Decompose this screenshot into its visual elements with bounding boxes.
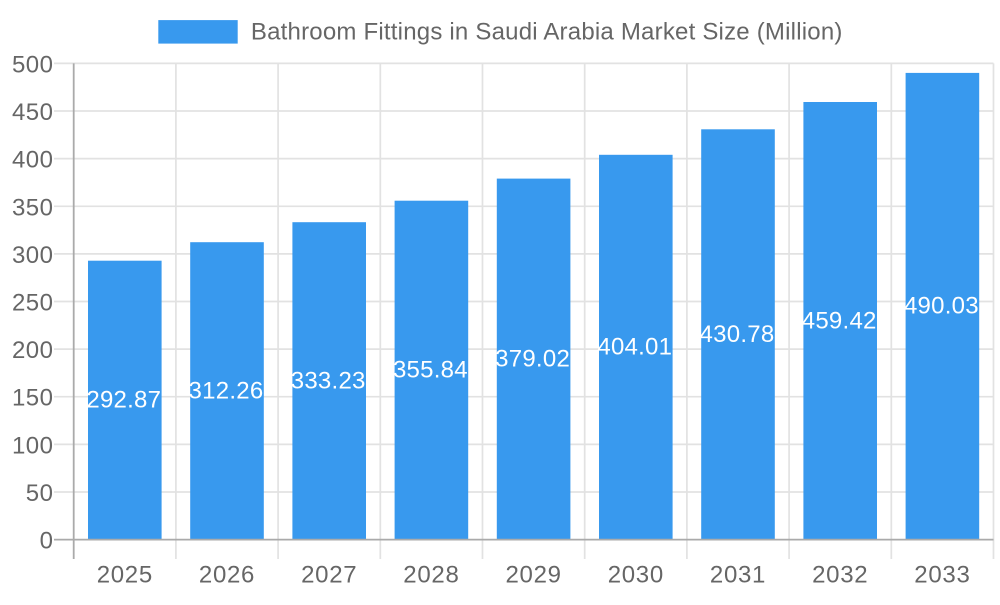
svg-text:150: 150	[12, 385, 54, 412]
svg-text:312.26: 312.26	[189, 377, 264, 404]
svg-text:450: 450	[12, 99, 54, 126]
svg-text:50: 50	[26, 480, 54, 507]
svg-text:459.42: 459.42	[802, 307, 877, 334]
svg-text:404.01: 404.01	[597, 334, 672, 361]
svg-text:2026: 2026	[199, 561, 255, 588]
svg-text:2032: 2032	[812, 561, 868, 588]
svg-text:2028: 2028	[403, 561, 459, 588]
svg-text:200: 200	[12, 337, 54, 364]
svg-text:379.02: 379.02	[495, 346, 570, 373]
svg-text:2030: 2030	[608, 561, 664, 588]
svg-text:0: 0	[40, 528, 54, 555]
svg-text:2029: 2029	[505, 561, 561, 588]
svg-text:292.87: 292.87	[86, 387, 161, 414]
svg-text:400: 400	[12, 147, 54, 174]
svg-text:490.03: 490.03	[904, 293, 979, 320]
svg-text:250: 250	[12, 290, 54, 317]
svg-text:Bathroom Fittings in Saudi Ara: Bathroom Fittings in Saudi Arabia Market…	[251, 19, 843, 46]
svg-text:2033: 2033	[914, 561, 970, 588]
svg-text:300: 300	[12, 242, 54, 269]
svg-text:430.78: 430.78	[700, 321, 775, 348]
svg-text:2027: 2027	[301, 561, 357, 588]
svg-text:333.23: 333.23	[291, 367, 366, 394]
svg-text:2031: 2031	[710, 561, 766, 588]
svg-text:355.84: 355.84	[393, 357, 468, 384]
svg-text:100: 100	[12, 432, 54, 459]
svg-text:2025: 2025	[97, 561, 153, 588]
svg-text:500: 500	[12, 51, 54, 78]
svg-text:350: 350	[12, 194, 54, 221]
